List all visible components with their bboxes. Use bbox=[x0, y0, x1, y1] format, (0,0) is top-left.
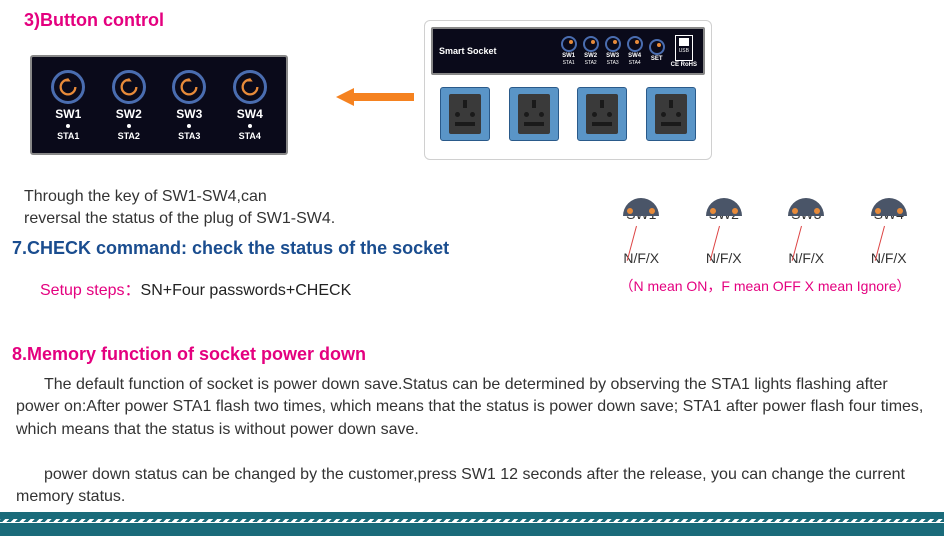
smart-socket-device: Smart Socket SW1STA1 SW2STA2 SW3STA3 SW4… bbox=[424, 20, 712, 160]
rotary-knob-icon bbox=[112, 70, 146, 104]
panel-dot-icon bbox=[66, 124, 70, 128]
usb-port-icon: USB bbox=[675, 35, 693, 61]
device-sta-label: STA3 bbox=[607, 60, 619, 66]
panel-sw-label: SW2 bbox=[116, 107, 142, 121]
panel-col-1: SW1 STA1 bbox=[51, 70, 85, 141]
section8-para1: The default function of socket is power … bbox=[16, 374, 928, 441]
device-knob-label: SET bbox=[651, 56, 663, 62]
device-knob-col: SW2STA2 bbox=[583, 36, 599, 66]
device-knob-label: SW1 bbox=[562, 53, 575, 59]
status-semi-icon bbox=[623, 198, 659, 216]
section7-title: 7.CHECK command: check the status of the… bbox=[12, 238, 449, 259]
status-semi-icon bbox=[788, 198, 824, 216]
panel-sta-label: STA1 bbox=[57, 131, 79, 141]
footer-decoration bbox=[0, 512, 944, 536]
power-outlet-icon bbox=[509, 87, 559, 141]
status-diagram: SW1 N/F/X SW2 N/F/X SW3 N/F/X SW4 N/F/X … bbox=[600, 198, 930, 296]
panel-sw-label: SW3 bbox=[176, 107, 202, 121]
device-knob-icon bbox=[561, 36, 577, 52]
device-sta-label: STA1 bbox=[563, 60, 575, 66]
panel-sta-label: STA2 bbox=[118, 131, 140, 141]
rotary-knob-icon bbox=[233, 70, 267, 104]
device-knob-col: SW1STA1 bbox=[561, 36, 577, 66]
device-sta-label: STA2 bbox=[585, 60, 597, 66]
section8-title: 8.Memory function of socket power down bbox=[12, 344, 366, 365]
panel-col-2: SW2 STA2 bbox=[112, 70, 146, 141]
setup-label: Setup steps： bbox=[40, 282, 141, 299]
device-brand-label: Smart Socket bbox=[439, 46, 497, 56]
power-outlet-icon bbox=[577, 87, 627, 141]
status-item: SW1 N/F/X bbox=[606, 198, 676, 266]
status-legend: （N mean ON，F mean OFF X mean Ignore） bbox=[600, 276, 930, 296]
section3-title: 3)Button control bbox=[24, 10, 164, 31]
device-right-col: USB CE RoHS bbox=[671, 35, 697, 68]
section7-setup: Setup steps：SN+Four passwords+CHECK bbox=[40, 276, 351, 300]
setup-value: SN+Four passwords+CHECK bbox=[141, 282, 352, 299]
rotary-knob-icon bbox=[51, 70, 85, 104]
panel-sw-label: SW4 bbox=[237, 107, 263, 121]
panel-col-4: SW4 STA4 bbox=[233, 70, 267, 141]
device-knob-icon bbox=[627, 36, 643, 52]
device-knob-col: SW4STA4 bbox=[627, 36, 643, 66]
left-arrow-icon bbox=[336, 88, 414, 106]
device-knob-col: SET bbox=[649, 39, 665, 63]
panel-dot-icon bbox=[187, 124, 191, 128]
power-outlet-icon bbox=[440, 87, 490, 141]
status-item: SW3 N/F/X bbox=[771, 198, 841, 266]
status-semi-icon bbox=[871, 198, 907, 216]
status-item: SW4 N/F/X bbox=[854, 198, 924, 266]
section8-para2: power down status can be changed by the … bbox=[16, 464, 928, 509]
power-outlet-icon bbox=[646, 87, 696, 141]
device-knob-icon bbox=[649, 39, 665, 55]
panel-sw-label: SW1 bbox=[55, 107, 81, 121]
panel-sta-label: STA4 bbox=[239, 131, 261, 141]
status-semi-icon bbox=[706, 198, 742, 216]
device-knob-icon bbox=[583, 36, 599, 52]
status-item: SW2 N/F/X bbox=[689, 198, 759, 266]
device-strip: Smart Socket SW1STA1 SW2STA2 SW3STA3 SW4… bbox=[431, 27, 705, 75]
panel-sta-label: STA3 bbox=[178, 131, 200, 141]
panel-dot-icon bbox=[127, 124, 131, 128]
device-knob-label: SW4 bbox=[628, 53, 641, 59]
device-knob-label: SW2 bbox=[584, 53, 597, 59]
device-sta-label: STA4 bbox=[629, 60, 641, 66]
device-knob-label: SW3 bbox=[606, 53, 619, 59]
device-knob-icon bbox=[605, 36, 621, 52]
panel-dot-icon bbox=[248, 124, 252, 128]
panel-col-3: SW3 STA3 bbox=[172, 70, 206, 141]
control-panel: SW1 STA1 SW2 STA2 SW3 STA3 SW4 STA4 bbox=[30, 55, 288, 155]
section3-desc: Through the key of SW1-SW4,can reversal … bbox=[24, 186, 584, 231]
device-knob-col: SW3STA3 bbox=[605, 36, 621, 66]
rotary-knob-icon bbox=[172, 70, 206, 104]
outlet-row bbox=[431, 87, 705, 141]
ce-label: CE RoHS bbox=[671, 62, 697, 68]
